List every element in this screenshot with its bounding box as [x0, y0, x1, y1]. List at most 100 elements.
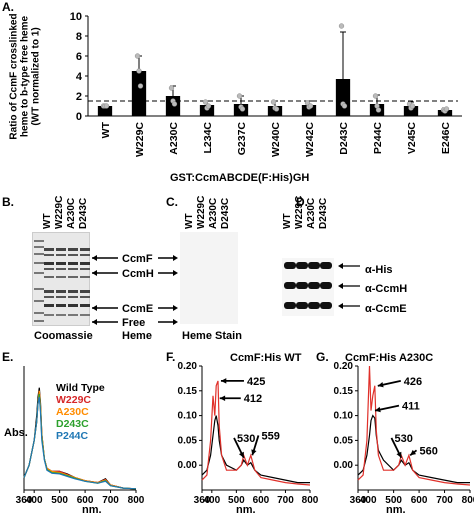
gel-band — [44, 262, 54, 265]
panel-e-label: E. — [2, 350, 14, 364]
g-series-line — [357, 365, 471, 486]
ladder-band — [34, 240, 44, 242]
arrowhead-d — [338, 263, 343, 269]
arrowhead-right-ccme — [173, 305, 178, 311]
arrowhead-d — [338, 303, 343, 309]
panel-g-xlabel: nm. — [386, 504, 406, 516]
legend-d243c: D243C — [56, 418, 89, 430]
x-tick-label-a: G237C — [236, 122, 248, 156]
lane-label-c: W229C — [196, 196, 207, 229]
legend-a230c: A230C — [56, 406, 89, 418]
f-series-line — [201, 380, 311, 486]
x-tick-label-a: D243C — [338, 122, 350, 155]
g-x-tick-label: 360 — [350, 495, 367, 506]
g-y-tick-label: 0.15 — [334, 386, 354, 397]
arrowhead-left-ccmh — [92, 270, 97, 276]
gel-band — [56, 262, 66, 265]
western-band — [296, 282, 308, 289]
e-x-tick-label: 500 — [51, 495, 68, 506]
lane-label-b: WT — [42, 213, 53, 229]
f-y-tick-label: 0.20 — [178, 361, 198, 372]
data-point — [171, 101, 178, 107]
d-row-ccmh: α-CcmH — [365, 283, 408, 295]
f-y-tick-label: 0.00 — [178, 460, 198, 471]
data-point — [137, 83, 144, 89]
g-x-tick-label: 400 — [360, 495, 377, 506]
x-tick-label-a: W240C — [270, 122, 282, 157]
x-tick-label-a: V245C — [406, 122, 418, 155]
gel-band — [44, 276, 54, 278]
lane-label-d: A230C — [306, 198, 317, 229]
bar — [97, 106, 113, 116]
arrowhead-right-free-heme — [173, 319, 178, 325]
g-peak-411-label: 411 — [402, 401, 420, 413]
data-point — [375, 107, 382, 113]
x-tick-label-a: E246C — [440, 122, 452, 155]
western-band — [284, 262, 296, 269]
data-point — [168, 85, 175, 91]
legend-wt: Wild Type — [56, 382, 105, 394]
lane-label-c: A230C — [208, 198, 219, 229]
western-band — [296, 262, 308, 269]
data-point — [239, 106, 246, 112]
e-x-tick-label: 400 — [26, 495, 43, 506]
y-tick-label-a: 10 — [70, 11, 82, 23]
western-band — [308, 282, 320, 289]
panel-g-title: CcmF:His A230C — [345, 352, 434, 364]
d-row-his: α-His — [365, 264, 393, 276]
f-peak-425-label: 425 — [247, 376, 265, 388]
gel-band — [56, 254, 66, 256]
lane-label-b: W229C — [54, 196, 65, 229]
data-point — [136, 68, 142, 74]
arrowhead-left-ccmf — [92, 255, 97, 261]
panel-f-label: F. — [166, 350, 176, 364]
f-peak-559-arrowhead — [251, 449, 257, 456]
g-y-tick-label: 0.00 — [334, 460, 354, 471]
y-tick-label-a: 4 — [76, 71, 83, 83]
f-peak-530-arrowhead — [238, 451, 244, 458]
g-x-tick-label: 600 — [411, 495, 428, 506]
arrowhead-right-ccmh — [173, 270, 178, 276]
lane-label-d: WT — [282, 213, 293, 229]
data-point — [236, 93, 243, 99]
ladder-band — [34, 312, 44, 314]
f-peak-412-label: 412 — [244, 393, 262, 405]
lane-label-c: WT — [184, 213, 195, 229]
ladder-band — [34, 262, 44, 264]
f-x-tick-label: 800 — [302, 495, 319, 506]
gel-band — [80, 276, 90, 278]
gel-band — [44, 290, 54, 293]
e-x-tick-label: 600 — [77, 495, 94, 506]
gel-band — [68, 276, 78, 278]
g-peak-530-arrowhead — [396, 451, 402, 458]
bar — [131, 71, 147, 116]
gel-band — [56, 268, 66, 270]
coomassie-caption: Coomassie — [34, 330, 93, 342]
panel-f-xlabel: nm. — [236, 504, 256, 516]
g-peak-530-label: 530 — [394, 433, 412, 445]
marker-heme: Heme — [122, 330, 152, 342]
ladder-band — [34, 272, 44, 274]
y-tick-label-a: 8 — [76, 31, 82, 43]
g-x-tick-label: 700 — [436, 495, 453, 506]
gel-band — [68, 262, 78, 265]
gel-band — [56, 276, 66, 278]
western-band — [284, 302, 296, 309]
e-x-tick-label: 800 — [128, 495, 145, 506]
e-series-line — [23, 390, 137, 490]
data-point — [338, 23, 345, 29]
lane-label-b: D243C — [78, 198, 89, 229]
gel-band — [44, 254, 54, 256]
panel-e-ylabel: Abs. — [4, 427, 28, 439]
arrowhead-left-free-heme — [92, 319, 97, 325]
lane-label-d: D243C — [318, 198, 329, 229]
e-x-tick-label: 360 — [16, 495, 33, 506]
f-peak-530-label: 530 — [237, 433, 255, 445]
gel-band — [44, 248, 54, 251]
data-point — [372, 93, 379, 99]
gel-band — [68, 290, 78, 293]
gel-band — [56, 314, 66, 316]
gel-band — [56, 304, 66, 307]
ladder-band — [34, 288, 44, 290]
